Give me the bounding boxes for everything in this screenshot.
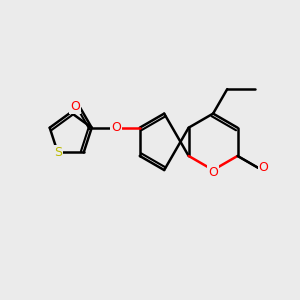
Text: O: O xyxy=(208,166,218,179)
Text: O: O xyxy=(259,161,269,174)
Text: O: O xyxy=(111,121,121,134)
Text: O: O xyxy=(70,100,80,113)
Text: S: S xyxy=(54,146,62,159)
